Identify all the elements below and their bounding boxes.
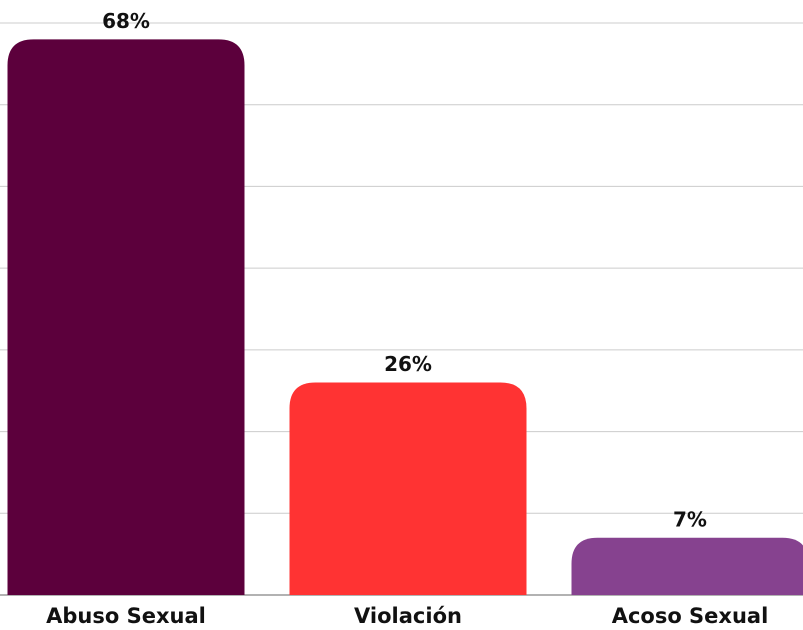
x-tick-label: Violación [354, 604, 462, 628]
x-tick-label: Abuso Sexual [46, 604, 206, 628]
value-label: 68% [102, 9, 150, 33]
value-label: 7% [673, 507, 707, 531]
bar [289, 382, 527, 595]
bar [7, 39, 245, 596]
bar [571, 537, 803, 595]
x-tick-label: Acoso Sexual [612, 604, 769, 628]
value-label: 26% [384, 352, 432, 376]
